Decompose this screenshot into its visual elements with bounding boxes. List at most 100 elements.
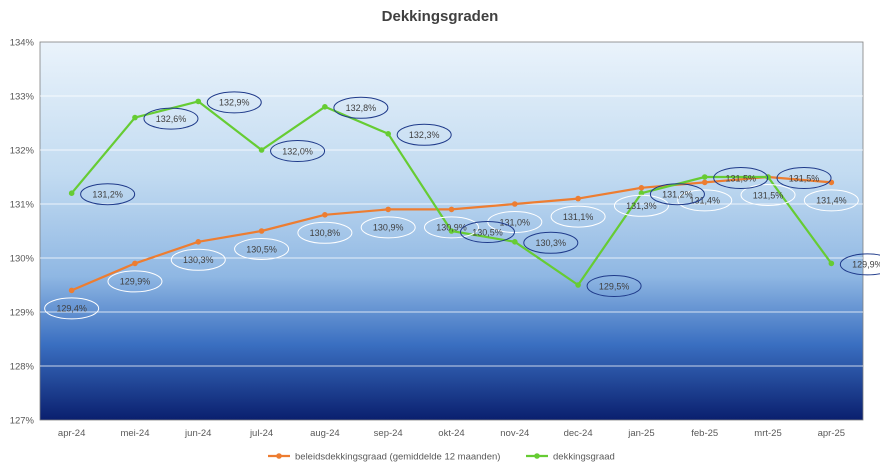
data-label-bubble	[107, 270, 163, 293]
data-label-text: 132,9%	[219, 98, 250, 108]
data-label-bubble	[396, 123, 452, 146]
data-label: 131,3%	[613, 194, 669, 217]
data-point	[132, 260, 138, 267]
x-tick-label: mrt-25	[754, 428, 781, 439]
data-label-text: 130,3%	[183, 255, 214, 265]
x-tick-label: aug-24	[310, 428, 340, 439]
data-label-text: 129,4%	[56, 304, 87, 314]
data-point	[448, 206, 455, 213]
data-point	[68, 287, 75, 294]
data-point	[258, 228, 265, 234]
chart-title: Dekkingsgraden	[381, 8, 499, 25]
data-point	[638, 190, 645, 196]
data-label-text: 130,3%	[536, 238, 567, 248]
data-label-bubble	[839, 253, 880, 276]
x-axis: apr-24 mei-24 jun-24 jul-24 aug-24 sep-24 okt-…	[58, 428, 845, 439]
data-label: 131,5%	[713, 167, 769, 189]
data-label: 132,6%	[143, 107, 199, 130]
legend-item: beleidsdekkingsgraad (gemiddelde 12 maan…	[268, 452, 500, 463]
data-label-bubble	[713, 167, 769, 189]
data-point	[322, 212, 328, 218]
x-tick-label: feb-25	[691, 428, 718, 439]
data-label: 129,9%	[107, 270, 163, 293]
legend-label: dekkingsgraad	[553, 452, 615, 463]
data-point	[258, 147, 265, 153]
y-tick-label: 129%	[10, 308, 35, 319]
data-label-bubble	[80, 183, 136, 206]
data-label: 130,5%	[460, 221, 515, 243]
x-tick-label: okt-24	[438, 428, 464, 439]
x-tick-label: sep-24	[374, 428, 403, 439]
data-label-text: 131,4%	[816, 196, 847, 206]
data-label-text: 130,9%	[373, 223, 404, 233]
data-label-bubble	[740, 184, 796, 206]
y-tick-label: 130%	[10, 254, 35, 265]
data-point	[132, 114, 138, 121]
data-label-bubble	[170, 248, 226, 271]
data-label-text: 131,0%	[500, 217, 531, 227]
data-label: 130,9%	[360, 216, 416, 239]
data-label-bubble	[143, 107, 199, 130]
data-label: 131,4%	[677, 189, 733, 212]
data-label: 131,1%	[550, 205, 606, 228]
data-label: 129,4%	[44, 297, 100, 320]
data-label-bubble	[550, 205, 606, 228]
data-label-text: 131,2%	[92, 190, 123, 200]
data-label-bubble	[270, 140, 326, 162]
data-label: 132,3%	[396, 123, 452, 146]
data-point	[385, 206, 391, 213]
data-label-text: 129,9%	[852, 260, 880, 270]
data-label: 132,0%	[270, 140, 326, 162]
y-tick-label: 127%	[10, 416, 35, 427]
x-tick-label: jun-24	[184, 428, 211, 439]
data-label: 131,2%	[80, 183, 136, 206]
data-label-text: 131,5%	[789, 173, 820, 183]
data-label-text: 130,5%	[246, 244, 277, 254]
data-label-bubble	[44, 297, 100, 320]
data-label-text: 130,9%	[436, 223, 467, 233]
data-label: 130,3%	[170, 248, 226, 271]
data-label-bubble	[677, 189, 733, 212]
data-label-text: 132,0%	[282, 146, 313, 156]
gridlines	[40, 95, 863, 367]
x-tick-label: nov-24	[500, 428, 529, 439]
x-tick-label: apr-24	[58, 428, 85, 439]
data-point	[701, 179, 708, 186]
data-label-bubble	[613, 194, 669, 217]
data-label: 130,3%	[523, 231, 579, 254]
data-label: 130,8%	[297, 221, 353, 244]
data-label-text: 129,5%	[599, 281, 630, 291]
data-label: 131,2%	[649, 183, 705, 206]
y-axis: 127% 128% 129% 130% 131% 132% 133% 134%	[10, 38, 35, 427]
y-tick-label: 128%	[10, 362, 35, 373]
data-label-text: 130,8%	[310, 228, 341, 238]
data-label-text: 130,5%	[472, 227, 503, 237]
data-label: 129,9%	[839, 253, 880, 276]
legend-swatch-marker	[534, 453, 540, 459]
data-label-bubble	[234, 238, 290, 260]
data-label: 131,4%	[803, 189, 859, 212]
data-label-bubble	[649, 183, 705, 206]
data-labels: 129,4% 129,9% 130,3% 130,5% 130,8% 130,9% 130,…	[44, 91, 880, 320]
data-label: 132,9%	[206, 91, 262, 114]
data-label-bubble	[297, 221, 353, 244]
data-point	[828, 260, 835, 267]
data-label-text: 131,2%	[662, 190, 693, 200]
legend-item: dekkingsgraad	[526, 452, 615, 463]
x-tick-label: apr-25	[818, 428, 845, 439]
data-point	[575, 195, 581, 202]
data-point	[512, 239, 518, 245]
data-point	[195, 239, 202, 245]
data-label-bubble	[360, 216, 416, 239]
x-tick-label: mei-24	[120, 428, 149, 439]
data-label-text: 131,1%	[563, 212, 594, 222]
legend-label: beleidsdekkingsgraad (gemiddelde 12 maan…	[295, 452, 500, 463]
y-tick-label: 131%	[10, 200, 35, 211]
data-label-bubble	[776, 167, 832, 189]
data-label-text: 131,5%	[753, 190, 784, 200]
legend-swatch-marker	[276, 453, 282, 459]
data-label: 131,5%	[740, 184, 796, 206]
data-point	[638, 185, 645, 191]
